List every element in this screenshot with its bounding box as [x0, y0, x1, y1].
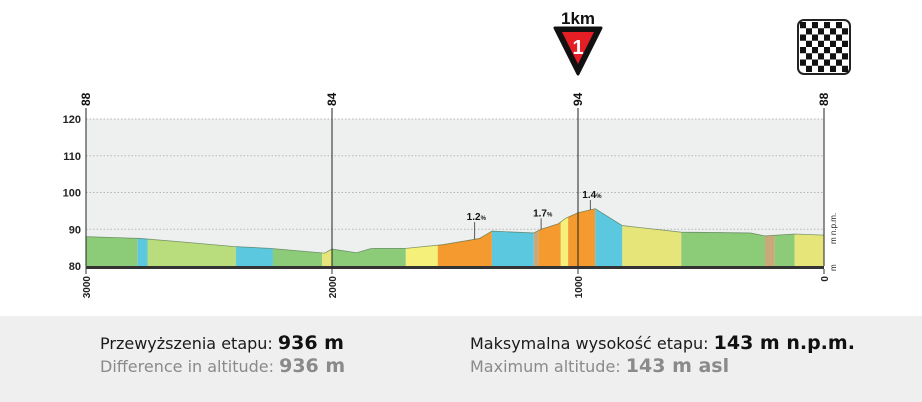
max-altitude-label-pl: Maksymalna wysokość etapu:: [470, 334, 709, 353]
finish-flag-square: [812, 59, 818, 66]
finish-flag-icon: [797, 19, 851, 75]
finish-flag-square: [818, 53, 824, 60]
profile-segment: [764, 235, 775, 266]
grid-lines: [86, 118, 824, 230]
stage-stats-panel: Przewyższenia etapu: 936 m Difference in…: [0, 316, 922, 402]
finish-flag-square: [824, 22, 830, 29]
gradient-labels: 1.2% 1.7% 1.4%: [467, 190, 602, 240]
finish-flag-square: [824, 34, 830, 41]
profile-segment: [272, 248, 323, 266]
finish-flag-square: [800, 22, 806, 29]
finish-flag-square: [830, 65, 836, 72]
gradient-label: 1.4%: [582, 190, 602, 201]
profile-segment: [774, 234, 795, 266]
x-unit-label: m: [829, 264, 838, 271]
profile-segment: [595, 208, 623, 266]
finish-flag-square: [836, 34, 842, 41]
one-km-number: 1: [572, 37, 583, 59]
profile-segment: [405, 245, 438, 266]
x-tick-label: 1000: [574, 276, 585, 299]
profile-segments: [86, 208, 824, 266]
profile-segment: [622, 225, 682, 266]
profile-segment: [236, 246, 273, 266]
max-altitude-stat: Maksymalna wysokość etapu: 143 m n.p.m. …: [470, 332, 855, 378]
finish-flag-square: [842, 53, 848, 60]
max-altitude-value-en: 143 m asl: [625, 355, 730, 377]
baseline-bar: [86, 266, 824, 269]
profile-segment: [437, 231, 492, 266]
finish-flag-square: [806, 28, 812, 35]
elevation-profile-chart: 80 90 100 110 120 3000 2000 1000 0 m n.p.m. m 88 84…: [63, 9, 851, 298]
altitude-difference-label-pl: Przewyższenia etapu:: [100, 334, 273, 353]
checkpoint-elevation-label: 88: [817, 92, 831, 106]
one-km-label: 1km: [561, 9, 595, 28]
profile-segment: [137, 238, 148, 266]
profile-segment: [538, 221, 561, 266]
finish-flag-square: [824, 59, 830, 66]
finish-flag-square: [800, 59, 806, 66]
y-tick-label: 80: [69, 261, 81, 273]
y-tick-label: 120: [63, 114, 81, 126]
checkpoint-lines: 88 84 94 88: [79, 92, 831, 266]
finish-flag-square: [842, 65, 848, 72]
finish-flag-square: [830, 53, 836, 60]
finish-flag-square: [836, 59, 842, 66]
gradient-label: 1.2%: [467, 212, 487, 223]
y-unit-label: m n.p.m.: [829, 213, 838, 244]
profile-segment: [568, 212, 578, 266]
max-altitude-label-en: Maximum altitude:: [470, 357, 621, 376]
one-km-triangle: [562, 32, 594, 64]
finish-flag-square: [830, 40, 836, 47]
axis-ticks: 80 90 100 110 120 3000 2000 1000 0 m n.p.m. m: [63, 114, 838, 298]
finish-flag-square: [818, 65, 824, 72]
y-tick-label: 100: [63, 188, 81, 200]
finish-flag-square: [836, 47, 842, 54]
finish-flag-square: [806, 40, 812, 47]
finish-flag-square: [806, 53, 812, 60]
gradient-unit: %: [481, 216, 487, 222]
finish-flag-square: [836, 22, 842, 29]
gradient-label: 1.7%: [533, 208, 553, 219]
checkpoint-elevation-label: 88: [79, 92, 93, 106]
finish-flag-square: [800, 34, 806, 41]
finish-flag-square: [842, 28, 848, 35]
finish-flag-square: [806, 65, 812, 72]
x-tick-label: 2000: [328, 276, 339, 299]
finish-flag-square: [818, 28, 824, 35]
finish-flag-square: [830, 28, 836, 35]
altitude-difference-label-en: Difference in altitude:: [100, 357, 275, 376]
altitude-difference-stat: Przewyższenia etapu: 936 m Difference in…: [100, 332, 345, 378]
finish-flag-square: [812, 47, 818, 54]
profile-segment: [560, 217, 569, 266]
profile-segment: [147, 239, 237, 266]
x-tick-label: 0: [820, 276, 831, 282]
checkpoint-elevation-label: 84: [325, 92, 339, 106]
x-tick-label: 3000: [82, 276, 93, 299]
altitude-difference-value-pl: 936 m: [277, 332, 344, 354]
max-altitude-value-pl: 143 m n.p.m.: [713, 332, 855, 354]
altitude-difference-value-en: 936 m: [279, 355, 346, 377]
profile-segment: [578, 208, 596, 266]
finish-flag-square: [818, 40, 824, 47]
checkpoint-elevation-label: 94: [571, 92, 585, 106]
profile-segment: [86, 236, 138, 266]
profile-segment: [681, 232, 765, 266]
y-tick-label: 110: [63, 151, 81, 163]
profile-segment: [533, 230, 539, 266]
finish-flag-square: [800, 47, 806, 54]
finish-flag-square: [824, 47, 830, 54]
profile-segment: [332, 248, 406, 266]
gradient-unit: %: [547, 212, 553, 218]
y-tick-label: 90: [69, 224, 81, 236]
finish-flag-square: [812, 34, 818, 41]
gradient-unit: %: [596, 194, 602, 200]
profile-segment: [491, 231, 534, 266]
finish-flag-square: [812, 22, 818, 29]
profile-line: [85, 208, 825, 254]
finish-flag-square: [842, 40, 848, 47]
profile-segment: [794, 234, 824, 266]
